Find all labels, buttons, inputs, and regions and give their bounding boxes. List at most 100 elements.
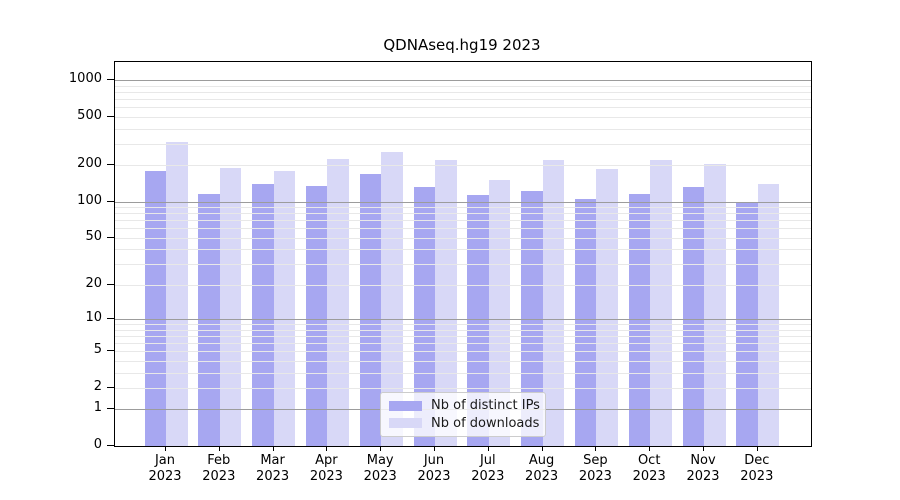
- gridline-minor: [115, 249, 811, 251]
- legend-entry-distinct-ips: Nb of distinct IPs: [389, 398, 540, 414]
- legend: Nb of distinct IPs Nb of downloads: [380, 392, 546, 437]
- plot-canvas: [115, 62, 811, 446]
- x-tick-label: Oct 2023: [632, 453, 666, 484]
- y-tick-label: 100: [77, 192, 102, 208]
- x-tick-label: Nov 2023: [686, 453, 720, 484]
- x-tick-label: Jul 2023: [471, 453, 505, 484]
- y-tick: [107, 318, 114, 320]
- bar-distinct-ips: [467, 194, 489, 446]
- y-tick: [107, 236, 114, 238]
- legend-label: Nb of downloads: [431, 415, 540, 431]
- bar-distinct-ips: [574, 198, 597, 446]
- bar-downloads: [381, 152, 403, 446]
- gridline-major: [115, 201, 811, 203]
- gridline-minor: [115, 99, 811, 101]
- bar-distinct-ips: [252, 184, 274, 446]
- gridline-minor: [115, 213, 811, 215]
- bar-downloads: [704, 163, 726, 446]
- y-tick-label: 20: [85, 275, 102, 291]
- y-tick: [107, 115, 114, 117]
- bar-downloads: [596, 168, 618, 446]
- bar-downloads: [435, 160, 457, 446]
- gridline-major: [115, 319, 811, 321]
- gridline-minor: [115, 387, 811, 389]
- plot-area: [114, 61, 812, 447]
- x-tick: [380, 446, 382, 451]
- gridline-minor: [115, 165, 811, 167]
- x-tick-label: Mar 2023: [256, 453, 290, 484]
- y-tick: [107, 350, 114, 352]
- y-tick: [107, 283, 114, 285]
- x-tick: [272, 446, 274, 451]
- x-tick: [487, 446, 489, 451]
- x-tick-label: Jun 2023: [417, 453, 451, 484]
- y-tick: [107, 164, 114, 166]
- bar-downloads: [166, 142, 188, 446]
- bar-distinct-ips: [144, 171, 166, 446]
- bar-distinct-ips: [413, 187, 435, 446]
- y-tick-label: 200: [77, 156, 102, 172]
- y-tick: [107, 386, 114, 388]
- y-tick: [107, 79, 114, 81]
- y-tick-label: 2: [93, 378, 102, 394]
- x-tick-label: Jan 2023: [148, 453, 182, 484]
- x-tick: [326, 446, 328, 451]
- bar-distinct-ips: [305, 185, 328, 446]
- chart-title: QDNAseq.hg19 2023: [383, 36, 541, 54]
- bar-downloads: [757, 184, 780, 446]
- y-tick-label: 500: [77, 107, 102, 123]
- gridline-minor: [115, 372, 811, 374]
- y-tick-label: 1000: [68, 71, 102, 87]
- gridline-minor: [115, 342, 811, 344]
- x-tick-label: May 2023: [363, 453, 397, 484]
- bar-distinct-ips: [736, 201, 758, 446]
- x-tick: [649, 446, 651, 451]
- y-tick-label: 1: [93, 400, 102, 416]
- y-tick: [107, 200, 114, 202]
- x-tick: [218, 446, 220, 451]
- x-tick: [165, 446, 166, 451]
- bar-distinct-ips: [359, 174, 382, 446]
- bar-downloads: [542, 160, 565, 446]
- x-tick: [756, 446, 758, 451]
- legend-label: Nb of distinct IPs: [431, 398, 540, 414]
- gridline-minor: [115, 329, 811, 331]
- x-tick-label: Dec 2023: [740, 453, 774, 484]
- x-tick-label: Apr 2023: [309, 453, 343, 484]
- legend-entry-downloads: Nb of downloads: [389, 415, 540, 431]
- y-tick: [107, 408, 114, 410]
- gridline-minor: [115, 143, 811, 145]
- gridline-minor: [115, 116, 811, 118]
- y-tick-label: 0: [93, 437, 102, 452]
- bar-downloads: [327, 159, 349, 446]
- x-tick: [595, 446, 597, 451]
- x-tick: [434, 446, 435, 451]
- bar-distinct-ips: [682, 187, 704, 446]
- gridline-minor: [115, 85, 811, 87]
- gridline-minor: [115, 284, 811, 286]
- legend-swatch-distinct-ips: [389, 400, 422, 411]
- gridline-minor: [115, 228, 811, 230]
- legend-swatch-downloads: [389, 418, 422, 429]
- x-tick-label: Aug 2023: [525, 453, 559, 484]
- gridline-minor: [115, 128, 811, 130]
- bar-downloads: [488, 179, 511, 446]
- bar-downloads: [650, 160, 672, 446]
- y-tick-label: 10: [85, 310, 102, 326]
- x-tick: [703, 446, 704, 451]
- gridline-minor: [115, 324, 811, 326]
- y-tick: [107, 445, 114, 446]
- x-tick: [541, 446, 543, 451]
- x-tick-label: Sep 2023: [578, 453, 612, 484]
- bar-downloads: [273, 171, 296, 446]
- gridline-minor: [115, 220, 811, 222]
- y-tick-label: 50: [85, 228, 102, 244]
- gridline-minor: [115, 351, 811, 353]
- gridline-minor: [115, 237, 811, 239]
- gridline-major: [115, 80, 811, 82]
- gridline-minor: [115, 264, 811, 266]
- gridline-minor: [115, 107, 811, 109]
- bar-distinct-ips: [521, 190, 543, 446]
- gridline-minor: [115, 335, 811, 337]
- gridline-minor: [115, 360, 811, 362]
